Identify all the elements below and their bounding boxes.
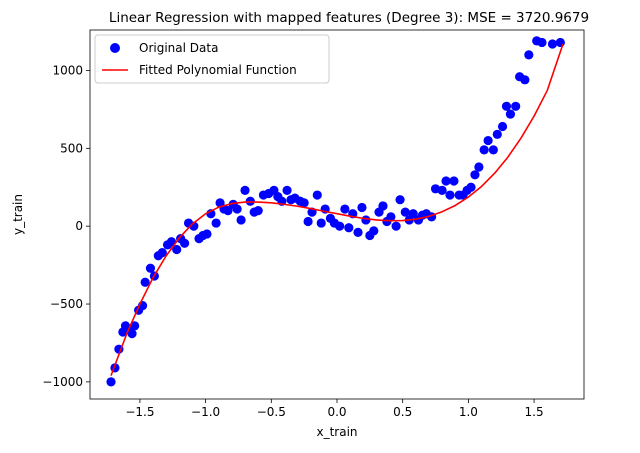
- data-point: [466, 182, 476, 192]
- data-point: [303, 216, 313, 227]
- data-point: [437, 185, 447, 195]
- legend-marker-original-data: [110, 43, 120, 53]
- data-point: [505, 109, 516, 119]
- data-point: [361, 215, 371, 225]
- data-point: [172, 244, 182, 255]
- y-tick-label: −500: [50, 297, 83, 311]
- data-point: [166, 237, 177, 247]
- data-point: [312, 190, 322, 200]
- data-point: [130, 321, 140, 331]
- data-point: [400, 207, 410, 217]
- data-point: [408, 209, 418, 219]
- data-point: [395, 195, 405, 205]
- data-point: [501, 101, 512, 111]
- data-point: [282, 185, 292, 195]
- data-point: [441, 176, 451, 186]
- data-point: [357, 202, 367, 213]
- data-point: [511, 101, 521, 111]
- data-point: [140, 277, 150, 287]
- data-point: [524, 50, 534, 60]
- data-point: [492, 129, 502, 139]
- data-point: [335, 221, 345, 231]
- data-point: [369, 226, 379, 236]
- data-point: [353, 227, 363, 238]
- x-tick-label: 0.0: [327, 405, 346, 419]
- data-point: [537, 37, 547, 48]
- data-point: [479, 145, 489, 155]
- data-point: [211, 218, 221, 228]
- data-point: [449, 176, 459, 186]
- data-point: [445, 190, 455, 200]
- legend-entry-original-data: Original Data: [139, 41, 218, 55]
- data-point: [223, 206, 233, 216]
- x-tick-label: −1.0: [191, 405, 220, 419]
- data-point: [470, 170, 480, 180]
- data-point: [127, 329, 137, 339]
- data-point: [474, 162, 484, 172]
- data-point: [232, 204, 242, 214]
- data-point: [386, 212, 396, 222]
- x-tick-label: 1.5: [525, 405, 544, 419]
- x-tick-label: −1.5: [125, 405, 154, 419]
- data-point: [391, 221, 401, 231]
- x-tick-label: −0.5: [257, 405, 286, 419]
- data-point: [236, 215, 246, 225]
- data-point: [316, 218, 326, 228]
- data-point: [253, 206, 263, 216]
- x-tick-label: 0.5: [393, 405, 412, 419]
- data-point: [488, 145, 498, 155]
- data-point: [344, 223, 354, 233]
- y-tick-label: 500: [60, 141, 83, 155]
- data-point: [240, 185, 250, 195]
- data-point: [378, 201, 388, 211]
- fitted-polynomial-line: [110, 43, 564, 376]
- x-axis-ticks: −1.5 −1.0 −0.5 0.0 0.5 1.0 1.5: [125, 399, 544, 419]
- y-axis-ticks: −1000 −500 0 500 1000: [42, 63, 90, 389]
- chart-title: Linear Regression with mapped features (…: [109, 10, 589, 26]
- x-tick-label: 1.0: [459, 405, 478, 419]
- fitted-line-layer: [110, 43, 564, 376]
- data-point: [547, 39, 558, 49]
- data-point: [340, 204, 350, 214]
- y-axis-label: y_train: [11, 194, 25, 235]
- data-point: [145, 263, 156, 273]
- data-point: [299, 198, 309, 208]
- y-tick-label: −1000: [42, 375, 83, 389]
- data-point: [106, 377, 116, 387]
- scatter-points: [106, 36, 565, 387]
- y-tick-label: 1000: [52, 63, 83, 77]
- legend-box: [94, 34, 330, 84]
- legend: Original Data Fitted Polynomial Function: [94, 34, 330, 84]
- data-point: [520, 75, 530, 85]
- y-tick-label: 0: [75, 219, 83, 233]
- data-point: [555, 37, 565, 48]
- x-axis-label: x_train: [316, 425, 357, 439]
- legend-entry-fitted-function: Fitted Polynomial Function: [139, 63, 297, 77]
- data-point: [157, 248, 167, 258]
- data-point: [497, 121, 508, 132]
- data-point: [483, 135, 493, 146]
- data-point: [202, 229, 212, 239]
- data-point: [180, 238, 190, 248]
